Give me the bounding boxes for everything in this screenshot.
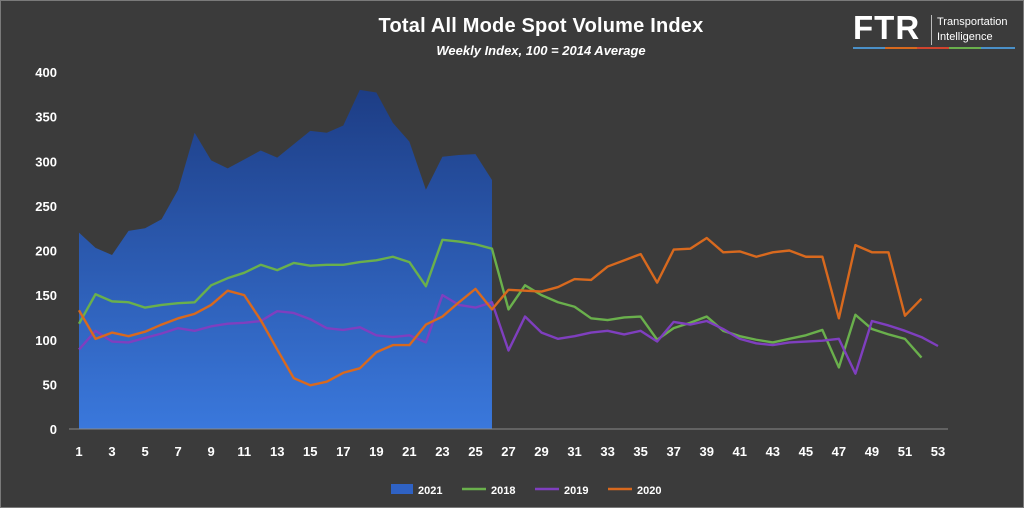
logo-stripe [917, 47, 951, 49]
legend: 2021 2018 2019 2020 [391, 484, 661, 497]
x-tick-label: 45 [799, 444, 813, 459]
ftr-logo: FTR Transportation Intelligence [849, 9, 1017, 55]
x-tick-label: 39 [699, 444, 713, 459]
x-tick-label: 43 [766, 444, 780, 459]
logo-wordmark: FTR [853, 9, 921, 46]
x-tick-label: 5 [141, 444, 148, 459]
x-tick-label: 25 [468, 444, 482, 459]
series-2021-area [79, 89, 492, 429]
x-tick-label: 7 [174, 444, 181, 459]
logo-stripe [885, 47, 919, 49]
y-tick-label: 150 [35, 288, 57, 303]
series-layer [77, 89, 939, 429]
x-tick-label: 49 [865, 444, 879, 459]
x-tick-label: 9 [208, 444, 215, 459]
y-tick-label: 350 [35, 110, 57, 125]
x-tick-label: 11 [237, 444, 251, 459]
legend-label-2021: 2021 [418, 485, 442, 497]
series-2020-line [77, 236, 923, 387]
x-tick-label: 41 [733, 444, 747, 459]
y-tick-label: 100 [35, 333, 57, 348]
series-2018-line [77, 238, 923, 369]
logo-subtitle-line2: Intelligence [937, 31, 993, 43]
x-tick-label: 29 [534, 444, 548, 459]
y-axis-labels: 0 50 100 150 200 250 300 350 400 [35, 65, 57, 437]
x-tick-label: 1 [75, 444, 82, 459]
x-tick-label: 47 [832, 444, 846, 459]
x-tick-label: 51 [898, 444, 912, 459]
legend-label-2018: 2018 [491, 485, 515, 497]
legend-label-2019: 2019 [564, 485, 588, 497]
chart-title: Total All Mode Spot Volume Index [378, 15, 704, 37]
y-tick-label: 200 [35, 244, 57, 259]
x-tick-label: 37 [666, 444, 680, 459]
logo-divider [931, 15, 932, 45]
x-tick-label: 53 [931, 444, 945, 459]
x-tick-label: 13 [270, 444, 284, 459]
logo-stripe [853, 47, 887, 49]
x-tick-label: 3 [108, 444, 115, 459]
x-tick-label: 15 [303, 444, 317, 459]
x-tick-label: 21 [402, 444, 416, 459]
x-tick-label: 31 [567, 444, 581, 459]
y-tick-label: 250 [35, 199, 57, 214]
series-2019-line [78, 293, 939, 375]
chart-subtitle: Weekly Index, 100 = 2014 Average [436, 43, 646, 58]
x-axis-labels: 1 3 5 7 9 11 13 15 17 19 21 23 25 27 29 31 33 35 37 39 41 43 4… [75, 444, 945, 459]
y-tick-label: 0 [50, 422, 57, 437]
logo-stripes [853, 47, 1015, 50]
x-tick-label: 23 [435, 444, 449, 459]
legend-label-2020: 2020 [637, 485, 661, 497]
x-tick-label: 19 [369, 444, 383, 459]
legend-swatch-2021 [391, 484, 413, 494]
x-tick-label: 27 [501, 444, 515, 459]
y-tick-label: 300 [35, 154, 57, 169]
y-tick-label: 50 [43, 377, 57, 392]
logo-subtitle-line1: Transportation [937, 16, 1008, 28]
logo-stripe [981, 47, 1015, 49]
x-tick-label: 17 [336, 444, 350, 459]
logo-stripe [949, 47, 983, 49]
x-tick-label: 35 [633, 444, 647, 459]
y-tick-label: 400 [35, 65, 57, 80]
x-tick-label: 33 [600, 444, 614, 459]
